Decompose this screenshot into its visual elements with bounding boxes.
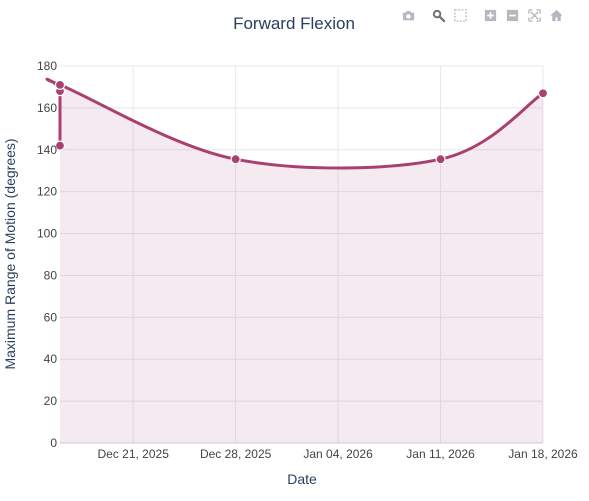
- x-axis-title: Date: [287, 471, 317, 487]
- data-point: [54, 140, 66, 151]
- y-tick-label: 20: [44, 394, 58, 408]
- y-tick-label: 40: [44, 352, 58, 366]
- y-tick-label: 180: [37, 59, 57, 73]
- camera-icon[interactable]: [397, 4, 419, 26]
- y-tick-label: 100: [37, 227, 57, 241]
- zoom-out-icon[interactable]: [501, 4, 523, 26]
- zoom-icon[interactable]: [427, 4, 449, 26]
- y-tick-label: 140: [37, 143, 57, 157]
- area-fill: [46, 79, 543, 443]
- area-layer: [46, 79, 543, 443]
- x-tick-label: Jan 18, 2026: [508, 447, 578, 461]
- chart-title: Forward Flexion: [233, 14, 355, 33]
- autoscale-icon[interactable]: [523, 4, 545, 26]
- box-select-icon[interactable]: [449, 4, 471, 26]
- home-icon[interactable]: [545, 4, 567, 26]
- y-axis-title: Maximum Range of Motion (degrees): [2, 138, 18, 369]
- y-tick-labels: 0 20 40 60 80 100 120 140 160 180: [37, 59, 57, 450]
- zoom-in-icon[interactable]: [479, 4, 501, 26]
- y-tick-label: 0: [50, 436, 57, 450]
- x-tick-labels: Dec 21, 2025 Dec 28, 2025 Jan 04, 2026 Jan …: [97, 447, 578, 461]
- y-tick-label: 120: [37, 185, 57, 199]
- data-point: [537, 88, 549, 99]
- grid-layer: [60, 65, 544, 444]
- x-tick-label: Dec 21, 2025: [97, 447, 169, 461]
- data-point: [435, 154, 446, 165]
- data-point: [54, 79, 66, 90]
- point-layer: [54, 79, 549, 165]
- y-tick-label: 160: [37, 101, 57, 115]
- data-point: [230, 154, 241, 165]
- y-tick-label: 60: [44, 310, 58, 324]
- x-tick-label: Jan 11, 2026: [406, 447, 475, 461]
- x-tick-label: Jan 04, 2026: [303, 447, 373, 461]
- y-tick-label: 80: [44, 268, 58, 282]
- x-tick-label: Dec 28, 2025: [200, 447, 272, 461]
- modebar: [393, 4, 571, 26]
